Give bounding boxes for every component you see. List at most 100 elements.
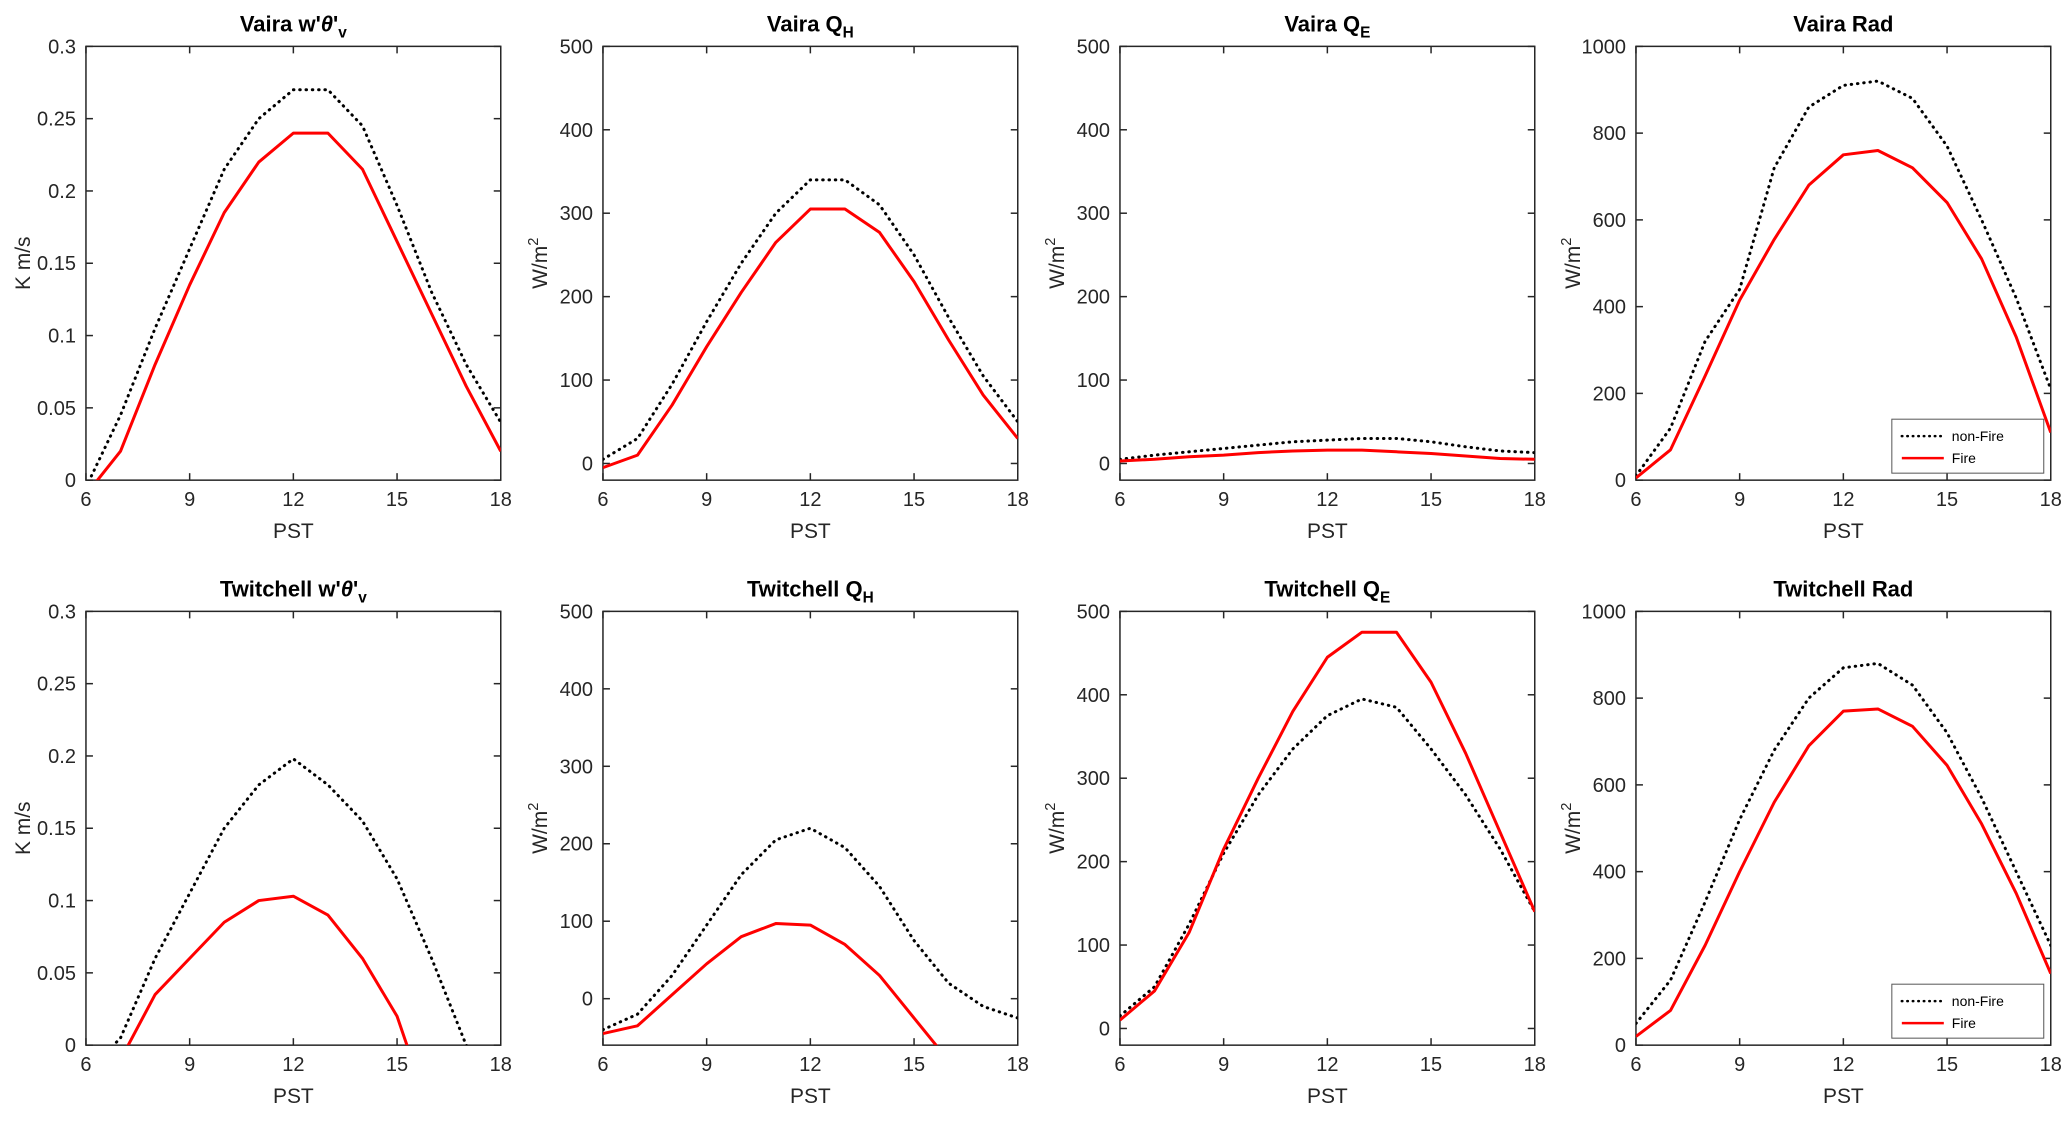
x-tick-label: 15 [903, 1054, 925, 1076]
chart-title: Vaira QH [767, 11, 854, 41]
y-tick-label: 0 [582, 453, 593, 475]
x-tick-label: 18 [1523, 1054, 1545, 1076]
y-tick-label: 0.3 [48, 601, 76, 623]
y-tick-label: 0 [582, 988, 593, 1010]
chart-title: Twitchell QH [747, 576, 874, 606]
y-tick-label: 400 [559, 678, 592, 700]
legend-label: non-Fire [1952, 428, 2004, 444]
x-tick-label: 18 [490, 1054, 512, 1076]
y-tick-label: 0 [1615, 470, 1626, 492]
x-tick-label: 9 [701, 489, 712, 511]
chart-svg: 6 9 12 15 18 0 100 200 300 400 500 Vaira QH W/m2 PST [526, 11, 1029, 543]
legend: non-Fire Fire [1891, 983, 2045, 1039]
x-tick-label: 6 [80, 489, 91, 511]
y-axis-label: W/m2 [1042, 238, 1068, 289]
x-tick-label: 9 [1734, 489, 1745, 511]
chart-svg: 6 9 12 15 18 0 0.05 0.1 0.15 0.2 0.25 0.3 Vaira w'θ'… [12, 11, 512, 543]
x-tick-label: 15 [1419, 1054, 1441, 1076]
axes-box [1118, 610, 1536, 1046]
axes-box [1635, 610, 2052, 1046]
chart-title: Vaira Rad [1794, 11, 1894, 36]
series-non-fire [87, 88, 501, 481]
y-axis-label: K m/s [12, 801, 35, 855]
x-tick-label: 9 [184, 489, 195, 511]
legend-label: non-Fire [1952, 993, 2004, 1009]
x-tick-label: 15 [386, 1054, 408, 1076]
y-tick-label: 400 [1076, 684, 1109, 706]
chart-svg: 6 9 12 15 18 0 0.05 0.1 0.15 0.2 0.25 0.3 Twitchell … [12, 576, 512, 1108]
y-axis-label: W/m2 [526, 802, 552, 853]
x-tick-label: 6 [1631, 489, 1642, 511]
chart-vaira-qe: 6 9 12 15 18 0 100 200 300 400 500 Vaira QE W/m2 PST [1034, 0, 1551, 565]
y-tick-label: 0.05 [37, 398, 76, 420]
chart-vaira-rad: 6 9 12 15 18 0 200 400 600 800 1000 Vaira Rad W/m2 PS… [1550, 0, 2067, 565]
y-tick-label: 1000 [1582, 601, 1626, 623]
y-tick-label: 100 [559, 911, 592, 933]
x-tick-label: 9 [701, 1054, 712, 1076]
series-non-fire [602, 826, 1018, 1031]
y-tick-label: 0 [65, 470, 76, 492]
y-tick-label: 400 [1076, 120, 1109, 142]
x-tick-label: 12 [1832, 489, 1854, 511]
chart-title: Twitchell QE [1264, 576, 1390, 606]
x-tick-label: 18 [490, 489, 512, 511]
series-fire [95, 131, 501, 481]
x-tick-label: 12 [282, 1054, 304, 1076]
x-tick-label: 15 [1936, 489, 1958, 511]
y-tick-label: 0.3 [48, 36, 76, 58]
y-axis-label: W/m2 [526, 238, 552, 289]
axes-box [85, 45, 502, 481]
x-tick-label: 18 [1006, 1054, 1028, 1076]
x-axis-label: PST [1823, 520, 1864, 543]
series-fire [602, 207, 1018, 470]
y-tick-label: 0.15 [37, 253, 76, 275]
y-tick-label: 200 [1593, 383, 1626, 405]
axes-box [1118, 45, 1536, 481]
series-non-fire [602, 178, 1018, 461]
x-axis-label: PST [790, 520, 831, 543]
chart-title: Vaira QE [1284, 11, 1370, 41]
series-non-fire [111, 756, 469, 1045]
y-tick-label: 200 [559, 287, 592, 309]
x-tick-label: 6 [1114, 489, 1125, 511]
y-tick-label: 500 [1076, 601, 1109, 623]
y-tick-label: 500 [559, 36, 592, 58]
x-tick-label: 18 [2040, 489, 2062, 511]
y-tick-label: 500 [1076, 36, 1109, 58]
x-axis-label: PST [790, 1085, 831, 1108]
x-tick-label: 12 [1316, 1054, 1338, 1076]
y-tick-label: 300 [1076, 203, 1109, 225]
chart-title: Twitchell Rad [1774, 576, 1914, 601]
y-tick-label: 0 [65, 1035, 76, 1057]
y-tick-label: 400 [1593, 297, 1626, 319]
x-tick-label: 12 [1316, 489, 1338, 511]
chart-vaira-qh: 6 9 12 15 18 0 100 200 300 400 500 Vaira QH W/m2 PST [517, 0, 1034, 565]
y-tick-label: 300 [559, 203, 592, 225]
x-tick-label: 6 [597, 489, 608, 511]
chart-svg: 6 9 12 15 18 0 100 200 300 400 500 Twitchell QH W/m2… [526, 576, 1029, 1108]
y-tick-label: 0.1 [48, 326, 76, 348]
x-tick-label: 6 [597, 1054, 608, 1076]
x-tick-label: 15 [1936, 1054, 1958, 1076]
x-tick-label: 12 [1832, 1054, 1854, 1076]
series-non-fire [1636, 79, 2052, 478]
y-axis-label: W/m2 [1559, 238, 1585, 289]
x-tick-label: 12 [799, 1054, 821, 1076]
y-axis-label: K m/s [12, 236, 35, 290]
y-tick-label: 100 [1076, 370, 1109, 392]
series-fire [1119, 630, 1535, 1021]
chart-twitchell-qh: 6 9 12 15 18 0 100 200 300 400 500 Twitchell QH W/m2… [517, 565, 1034, 1129]
y-tick-label: 0.1 [48, 890, 76, 912]
y-tick-label: 600 [1593, 774, 1626, 796]
chart-svg: 6 9 12 15 18 0 200 400 600 800 1000 Twitchell Rad W/… [1559, 576, 2062, 1108]
y-axis-label: W/m2 [1559, 802, 1585, 853]
y-tick-label: 400 [559, 120, 592, 142]
x-axis-label: PST [1823, 1085, 1864, 1108]
y-tick-label: 300 [1076, 768, 1109, 790]
y-tick-label: 0.2 [48, 181, 76, 203]
legend-label: Fire [1952, 450, 1976, 466]
x-axis-label: PST [273, 1085, 314, 1108]
series-non-fire [1119, 436, 1535, 461]
y-tick-label: 100 [559, 370, 592, 392]
legend: non-Fire Fire [1891, 418, 2045, 474]
